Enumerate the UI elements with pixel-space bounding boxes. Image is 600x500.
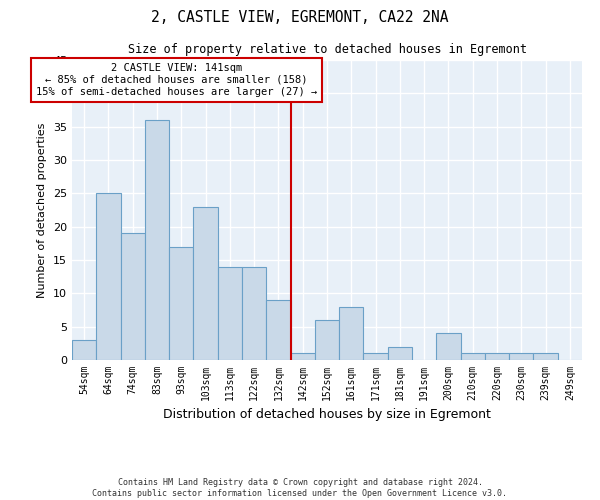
Text: Contains HM Land Registry data © Crown copyright and database right 2024.
Contai: Contains HM Land Registry data © Crown c… bbox=[92, 478, 508, 498]
Bar bbox=[364, 354, 388, 360]
X-axis label: Distribution of detached houses by size in Egremont: Distribution of detached houses by size … bbox=[163, 408, 491, 422]
Text: 2, CASTLE VIEW, EGREMONT, CA22 2NA: 2, CASTLE VIEW, EGREMONT, CA22 2NA bbox=[151, 10, 449, 25]
Bar bbox=[121, 234, 145, 360]
Title: Size of property relative to detached houses in Egremont: Size of property relative to detached ho… bbox=[128, 43, 527, 56]
Bar bbox=[72, 340, 96, 360]
Bar bbox=[96, 194, 121, 360]
Bar bbox=[145, 120, 169, 360]
Bar bbox=[193, 206, 218, 360]
Bar bbox=[315, 320, 339, 360]
Bar bbox=[509, 354, 533, 360]
Bar bbox=[388, 346, 412, 360]
Y-axis label: Number of detached properties: Number of detached properties bbox=[37, 122, 47, 298]
Bar bbox=[461, 354, 485, 360]
Bar bbox=[218, 266, 242, 360]
Bar bbox=[290, 354, 315, 360]
Text: 2 CASTLE VIEW: 141sqm
← 85% of detached houses are smaller (158)
15% of semi-det: 2 CASTLE VIEW: 141sqm ← 85% of detached … bbox=[36, 64, 317, 96]
Bar bbox=[266, 300, 290, 360]
Bar bbox=[242, 266, 266, 360]
Bar bbox=[339, 306, 364, 360]
Bar bbox=[169, 246, 193, 360]
Bar bbox=[485, 354, 509, 360]
Bar bbox=[533, 354, 558, 360]
Bar bbox=[436, 334, 461, 360]
